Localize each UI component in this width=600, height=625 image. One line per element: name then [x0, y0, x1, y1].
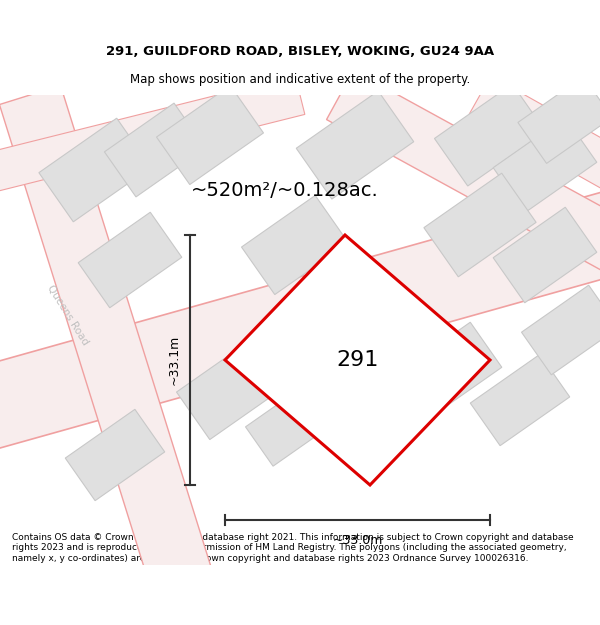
Text: ~33.1m: ~33.1m	[167, 335, 181, 385]
Polygon shape	[176, 341, 283, 439]
Polygon shape	[470, 354, 570, 446]
Polygon shape	[157, 86, 263, 184]
Polygon shape	[521, 285, 600, 375]
Polygon shape	[326, 71, 600, 289]
Text: Queens Road: Queens Road	[46, 283, 91, 347]
Text: ~33.0m: ~33.0m	[332, 534, 383, 546]
Polygon shape	[104, 103, 206, 197]
Polygon shape	[493, 118, 597, 212]
Polygon shape	[225, 235, 490, 485]
Text: 291: 291	[337, 350, 379, 370]
Polygon shape	[39, 118, 151, 222]
Polygon shape	[424, 173, 536, 277]
Polygon shape	[296, 91, 414, 199]
Polygon shape	[493, 208, 597, 302]
Text: ~520m²/~0.128ac.: ~520m²/~0.128ac.	[191, 181, 379, 199]
Polygon shape	[398, 322, 502, 418]
Text: Map shows position and indicative extent of the property.: Map shows position and indicative extent…	[130, 74, 470, 86]
Polygon shape	[0, 76, 305, 194]
Polygon shape	[65, 409, 165, 501]
Polygon shape	[296, 249, 385, 331]
Polygon shape	[469, 76, 600, 204]
Polygon shape	[0, 184, 600, 451]
Polygon shape	[434, 84, 545, 186]
Polygon shape	[0, 86, 211, 584]
Polygon shape	[245, 384, 334, 466]
Text: 291, GUILDFORD ROAD, BISLEY, WOKING, GU24 9AA: 291, GUILDFORD ROAD, BISLEY, WOKING, GU2…	[106, 45, 494, 58]
Text: Contains OS data © Crown copyright and database right 2021. This information is : Contains OS data © Crown copyright and d…	[12, 533, 574, 562]
Text: Guildford Road: Guildford Road	[352, 382, 428, 418]
Polygon shape	[78, 213, 182, 308]
Polygon shape	[242, 196, 349, 294]
Polygon shape	[518, 77, 600, 163]
